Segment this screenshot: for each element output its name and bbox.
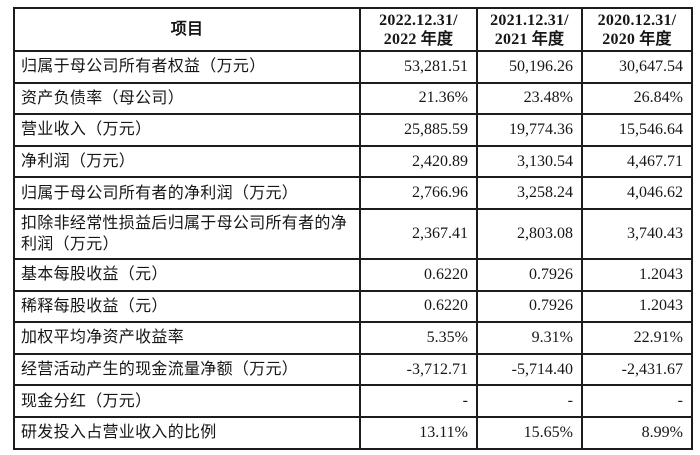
cell-value: 30,647.54: [581, 50, 693, 84]
row-label: 研发投入占营业收入的比例: [13, 415, 361, 450]
cell-value: 0.7926: [476, 257, 583, 292]
period-year: 2022 年度: [383, 30, 454, 48]
table-row-rd-ratio: 研发投入占营业收入的比例 13.11% 15.65% 8.99%: [13, 415, 693, 450]
period-date: 2022.12.31/: [379, 11, 458, 29]
cell-value: -: [581, 384, 693, 418]
col-header-period-2021: 2021.12.31/ 2021 年度: [476, 7, 583, 52]
cell-value: 4,046.62: [581, 176, 693, 210]
row-label: 资产负债率（母公司）: [13, 81, 361, 116]
table-row-revenue: 营业收入（万元） 25,885.59 19,774.36 15,546.64: [13, 113, 693, 147]
table-row-operating-cash-flow: 经营活动产生的现金流量净额（万元） -3,712.71 -5,714.40 -2…: [13, 352, 693, 387]
period-year: 2021 年度: [494, 30, 565, 48]
cell-value: 1.2043: [581, 289, 693, 324]
cell-value: 0.7926: [476, 289, 583, 324]
cell-value: 1.2043: [581, 257, 693, 292]
row-label: 营业收入（万元）: [13, 113, 361, 147]
table-row-weighted-roe: 加权平均净资产收益率 5.35% 9.31% 22.91%: [13, 321, 693, 355]
table-row-diluted-eps: 稀释每股收益（元） 0.6220 0.7926 1.2043: [13, 289, 693, 324]
cell-value: 13.11%: [359, 415, 478, 450]
row-label: 净利润（万元）: [13, 144, 361, 179]
table-row-basic-eps: 基本每股收益（元） 0.6220 0.7926 1.2043: [13, 257, 693, 292]
cell-value: 19,774.36: [476, 113, 583, 147]
cell-value: 9.31%: [476, 321, 583, 355]
row-label: 基本每股收益（元）: [13, 257, 361, 292]
cell-value: 3,130.54: [476, 144, 583, 179]
cell-value: 0.6220: [359, 257, 478, 292]
period-date: 2021.12.31/: [490, 11, 569, 29]
financial-summary-table: 项目 2022.12.31/ 2022 年度 2021.12.31/ 2021 …: [13, 7, 693, 450]
table-row-equity: 归属于母公司所有者权益（万元） 53,281.51 50,196.26 30,6…: [13, 50, 693, 84]
table-row-cash-dividend: 现金分红（万元） - - -: [13, 384, 693, 418]
cell-value: 3,740.43: [581, 207, 693, 260]
cell-value: -: [476, 384, 583, 418]
cell-value: 5.35%: [359, 321, 478, 355]
cell-value: 2,766.96: [359, 176, 478, 210]
cell-value: 8.99%: [581, 415, 693, 450]
cell-value: -: [359, 384, 478, 418]
table-row-deducted-net-profit: 扣除非经常性损益后归属于母公司所有者的净利润（万元） 2,367.41 2,80…: [13, 207, 693, 260]
cell-value: 3,258.24: [476, 176, 583, 210]
period-year: 2020 年度: [602, 30, 672, 48]
col-header-period-2020: 2020.12.31/ 2020 年度: [581, 7, 693, 52]
col-header-item: 项目: [13, 7, 361, 52]
cell-value: 0.6220: [359, 289, 478, 324]
cell-value: 50,196.26: [476, 50, 583, 84]
row-label: 稀释每股收益（元）: [13, 289, 361, 324]
table-row-debt-ratio: 资产负债率（母公司） 21.36% 23.48% 26.84%: [13, 81, 693, 116]
row-label: 现金分红（万元）: [13, 384, 361, 418]
cell-value: 26.84%: [581, 81, 693, 116]
col-header-period-2022: 2022.12.31/ 2022 年度: [359, 7, 478, 52]
cell-value: 25,885.59: [359, 113, 478, 147]
row-label: 加权平均净资产收益率: [13, 321, 361, 355]
row-label: 归属于母公司所有者的净利润（万元）: [13, 176, 361, 210]
period-date: 2020.12.31/: [597, 11, 677, 29]
cell-value: 53,281.51: [359, 50, 478, 84]
cell-value: 15,546.64: [581, 113, 693, 147]
row-label: 归属于母公司所有者权益（万元）: [13, 50, 361, 84]
cell-value: 2,367.41: [359, 207, 478, 260]
cell-value: 4,467.71: [581, 144, 693, 179]
cell-value: 2,803.08: [476, 207, 583, 260]
row-label: 扣除非经常性损益后归属于母公司所有者的净利润（万元）: [13, 207, 361, 260]
cell-value: 21.36%: [359, 81, 478, 116]
cell-value: 2,420.89: [359, 144, 478, 179]
row-label: 经营活动产生的现金流量净额（万元）: [13, 352, 361, 387]
cell-value: -5,714.40: [476, 352, 583, 387]
cell-value: 15.65%: [476, 415, 583, 450]
table-row-net-profit: 净利润（万元） 2,420.89 3,130.54 4,467.71: [13, 144, 693, 179]
cell-value: 22.91%: [581, 321, 693, 355]
cell-value: -3,712.71: [359, 352, 478, 387]
table-row-parent-net-profit: 归属于母公司所有者的净利润（万元） 2,766.96 3,258.24 4,04…: [13, 176, 693, 210]
header-row: 项目 2022.12.31/ 2022 年度 2021.12.31/ 2021 …: [13, 7, 693, 52]
cell-value: 23.48%: [476, 81, 583, 116]
cell-value: -2,431.67: [581, 352, 693, 387]
